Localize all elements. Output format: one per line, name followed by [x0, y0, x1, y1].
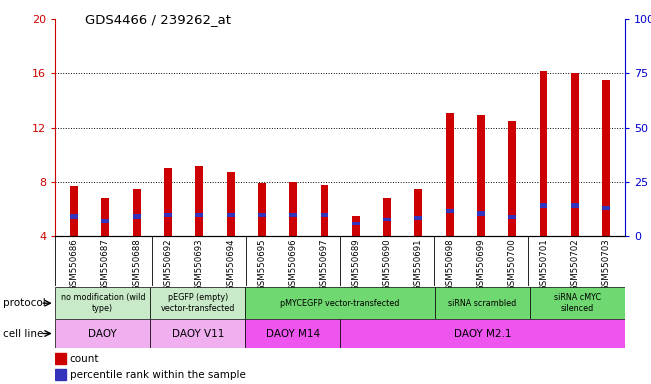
Bar: [415, 217, 422, 220]
Text: no modification (wild
type): no modification (wild type): [61, 293, 145, 313]
Text: GSM550686: GSM550686: [70, 239, 79, 291]
Bar: [508, 215, 516, 218]
Bar: [289, 214, 297, 217]
Bar: [340, 319, 625, 348]
Text: DAOY M14: DAOY M14: [266, 328, 320, 339]
Bar: [245, 319, 340, 348]
Bar: [571, 73, 579, 236]
Bar: [150, 287, 245, 319]
Text: GDS4466 / 239262_at: GDS4466 / 239262_at: [85, 13, 230, 26]
Bar: [227, 214, 234, 217]
Bar: [55, 319, 150, 348]
Bar: [352, 222, 360, 225]
Text: GSM550696: GSM550696: [288, 239, 298, 291]
Bar: [435, 287, 530, 319]
Text: GSM550695: GSM550695: [257, 239, 266, 291]
Bar: [383, 198, 391, 236]
Text: GSM550699: GSM550699: [477, 239, 486, 291]
Text: pEGFP (empty)
vector-transfected: pEGFP (empty) vector-transfected: [161, 293, 235, 313]
Text: siRNA cMYC
silenced: siRNA cMYC silenced: [554, 293, 601, 313]
Bar: [540, 71, 547, 236]
Bar: [477, 116, 485, 236]
Text: GSM550691: GSM550691: [414, 239, 423, 291]
Text: GSM550697: GSM550697: [320, 239, 329, 291]
Text: percentile rank within the sample: percentile rank within the sample: [70, 370, 245, 380]
Text: DAOY M2.1: DAOY M2.1: [454, 328, 511, 339]
Text: GSM550703: GSM550703: [602, 239, 611, 291]
Bar: [133, 189, 141, 236]
Bar: [70, 214, 78, 218]
Bar: [508, 121, 516, 236]
Bar: [289, 182, 297, 236]
Bar: [258, 183, 266, 236]
Text: DAOY: DAOY: [89, 328, 117, 339]
Bar: [352, 216, 360, 236]
Text: GSM550690: GSM550690: [383, 239, 392, 291]
Bar: [571, 203, 579, 208]
Bar: [320, 185, 328, 236]
Text: count: count: [70, 354, 99, 364]
Text: GSM550701: GSM550701: [539, 239, 548, 291]
Text: GSM550688: GSM550688: [132, 239, 141, 291]
Bar: [164, 214, 172, 217]
Bar: [245, 287, 435, 319]
Bar: [164, 168, 172, 236]
Bar: [102, 219, 109, 223]
Bar: [446, 113, 454, 236]
Bar: [540, 203, 547, 208]
Text: GSM550698: GSM550698: [445, 239, 454, 291]
Bar: [383, 218, 391, 221]
Bar: [602, 206, 610, 210]
Text: siRNA scrambled: siRNA scrambled: [449, 299, 517, 308]
Text: protocol: protocol: [3, 298, 46, 308]
Bar: [102, 198, 109, 236]
Bar: [446, 209, 454, 213]
Bar: [320, 214, 328, 217]
Bar: [415, 189, 422, 236]
Bar: [195, 214, 203, 217]
Bar: [195, 166, 203, 236]
Text: DAOY V11: DAOY V11: [172, 328, 224, 339]
Text: GSM550689: GSM550689: [352, 239, 360, 291]
Text: GSM550693: GSM550693: [195, 239, 204, 291]
Bar: [530, 287, 625, 319]
Bar: [258, 214, 266, 217]
Text: GSM550700: GSM550700: [508, 239, 517, 291]
Text: GSM550692: GSM550692: [163, 239, 173, 291]
Text: cell line: cell line: [3, 328, 44, 339]
Text: GSM550702: GSM550702: [570, 239, 579, 291]
Bar: [70, 186, 78, 236]
Bar: [55, 353, 66, 364]
Text: pMYCEGFP vector-transfected: pMYCEGFP vector-transfected: [281, 299, 400, 308]
Text: GSM550687: GSM550687: [101, 239, 110, 291]
Bar: [150, 319, 245, 348]
Text: GSM550694: GSM550694: [226, 239, 235, 291]
Bar: [55, 369, 66, 381]
Bar: [227, 172, 234, 236]
Bar: [602, 80, 610, 236]
Bar: [55, 287, 150, 319]
Bar: [477, 212, 485, 216]
Bar: [133, 214, 141, 218]
